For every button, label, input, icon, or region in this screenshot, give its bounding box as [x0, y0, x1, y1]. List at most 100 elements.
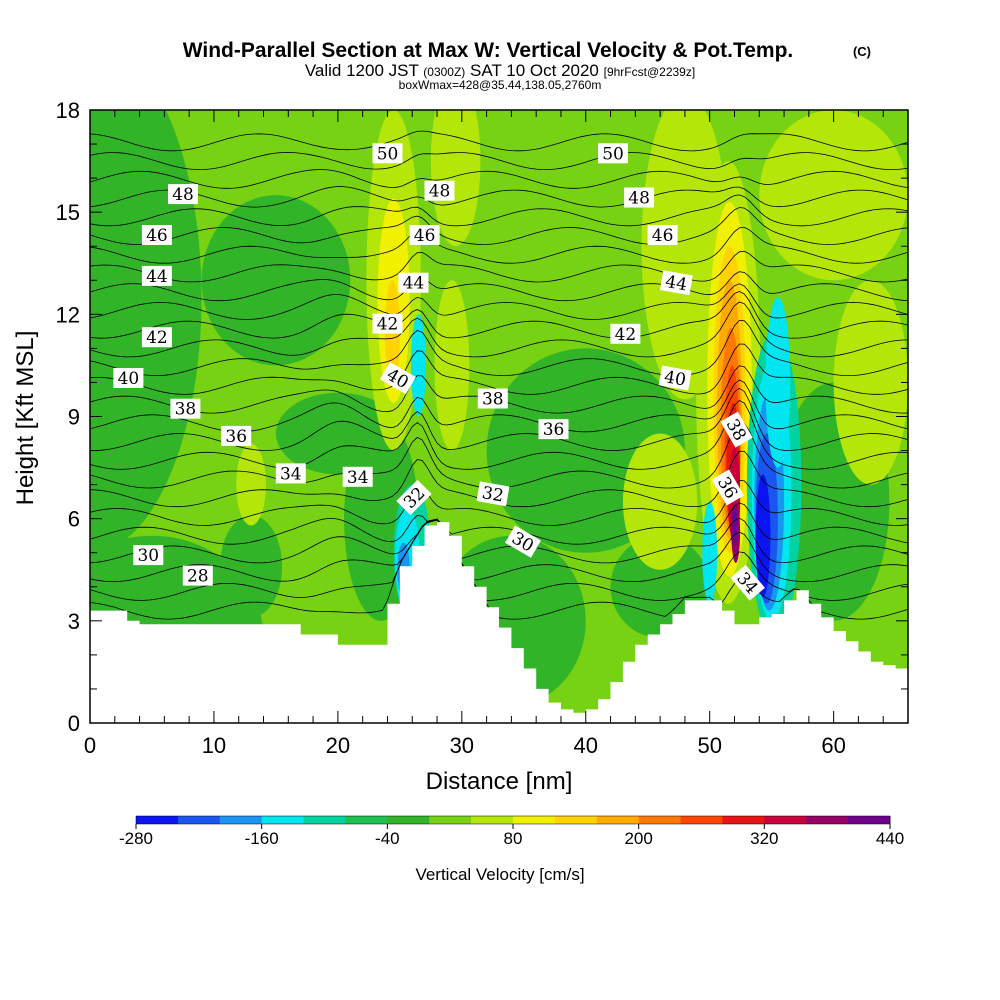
velocity-region — [755, 474, 771, 597]
contour-label-box — [372, 143, 403, 164]
colorbar-swatch — [303, 816, 346, 824]
velocity-region — [622, 433, 698, 570]
contour-label-text: 32 — [480, 483, 505, 506]
colorbar-tick-label: 320 — [750, 829, 778, 848]
contour-label-text: 38 — [482, 390, 504, 410]
copyright-mark: (C) — [853, 44, 871, 59]
contour-label: 44 — [659, 270, 693, 296]
contour-label-box — [398, 272, 429, 293]
theta-contour-line — [90, 502, 908, 545]
x-tick-label: 60 — [821, 733, 845, 758]
colorbar-swatch — [471, 816, 514, 824]
contour-label-box — [133, 545, 164, 566]
contour-label-box — [711, 469, 745, 506]
x-tick-label: 10 — [202, 733, 226, 758]
colorbar-swatch — [554, 816, 598, 824]
contour-label-text: 46 — [652, 226, 674, 246]
contour-label-text: 42 — [146, 328, 168, 348]
theta-contours — [90, 130, 908, 620]
contour-label-box — [610, 323, 641, 344]
velocity-region — [275, 392, 400, 475]
contour-label-box — [477, 388, 508, 409]
y-tick-labels: 0 3 6 9 12 15 18 — [56, 98, 80, 736]
y-axis-label: Height [Kft MSL] — [12, 331, 39, 506]
contour-label-text: 50 — [602, 144, 624, 164]
contour-label-box — [141, 225, 172, 245]
contour-label-box — [720, 411, 753, 448]
colorbar-swatch — [387, 816, 430, 824]
contour-label-text: 40 — [663, 367, 688, 390]
theta-contour-line — [90, 301, 908, 358]
colorbar-swatch — [429, 816, 472, 824]
colorbar-swatch — [136, 816, 179, 824]
contour-label-box — [113, 368, 144, 388]
terrain-mask — [90, 522, 908, 723]
x-tick-labels: 0 10 20 30 40 50 60 — [84, 733, 846, 758]
chart-title: Wind-Parallel Section at Max W: Vertical… — [183, 39, 794, 62]
y-tick-label: 6 — [68, 507, 80, 532]
velocity-region — [434, 280, 470, 451]
contour-label-box — [141, 327, 172, 348]
colorbar-swatch — [596, 816, 640, 824]
contour-label: 40 — [658, 365, 692, 391]
y-tick-label: 3 — [68, 609, 80, 634]
contour-label: 36 — [538, 419, 569, 440]
contour-label-box — [170, 398, 201, 419]
contour-label-box — [647, 225, 678, 245]
theta-contour-line — [90, 169, 908, 189]
contour-label-text: 46 — [146, 226, 168, 246]
subtitle-fcst: [9hrFcst@2239z] — [604, 65, 696, 79]
contour-label-text: 36 — [225, 427, 247, 447]
velocity-region — [759, 110, 908, 281]
contour-label: 48 — [624, 187, 655, 209]
contour-label: 34 — [342, 466, 373, 488]
contour-label: 44 — [398, 272, 429, 294]
contour-label: 34 — [275, 463, 306, 484]
contour-label-box — [379, 361, 416, 395]
contour-label: 48 — [168, 184, 198, 205]
x-tick-label: 20 — [326, 733, 350, 758]
colorbar-swatch — [764, 816, 807, 824]
colorbar-tick-label: 440 — [876, 829, 904, 848]
contour-label: 46 — [409, 225, 440, 246]
theta-contour-line — [90, 250, 908, 283]
contour-label: 50 — [372, 143, 403, 164]
colorbar-tick-label: 200 — [624, 829, 652, 848]
contour-label-box — [730, 564, 765, 601]
contour-label-box — [659, 270, 693, 296]
contour-label: 40 — [113, 368, 144, 389]
subtitle-valid: Valid 1200 JST — [305, 61, 419, 80]
contour-label-box — [538, 419, 569, 440]
velocity-region — [411, 314, 426, 417]
contour-label-box — [624, 187, 655, 208]
y-tick-label: 12 — [56, 302, 80, 327]
contour-label: 42 — [372, 313, 403, 335]
contour-label-text: 44 — [664, 272, 689, 295]
contour-label: 44 — [141, 265, 172, 287]
colorbar-swatch — [345, 816, 388, 824]
theta-contour-line — [90, 283, 908, 320]
contour-label: 32 — [396, 479, 432, 516]
contour-label-box — [658, 365, 692, 391]
contour-label: 38 — [477, 388, 508, 410]
colorbar-tick-label: -160 — [245, 829, 279, 848]
contour-label: 42 — [610, 323, 641, 345]
theta-contour-line — [90, 479, 908, 526]
contour-label-text: 48 — [429, 182, 451, 202]
theta-contour-line — [90, 226, 908, 264]
contour-label: 50 — [598, 143, 628, 164]
contour-label-box — [221, 425, 252, 446]
contour-label-text: 36 — [543, 420, 565, 440]
subtitle-date: SAT 10 Oct 2020 — [470, 61, 599, 80]
contour-label-text: 48 — [628, 189, 650, 209]
contour-label-text: 40 — [118, 369, 140, 389]
colorbar-swatch — [722, 816, 765, 824]
colorbar-swatch — [513, 816, 556, 824]
velocity-region — [220, 515, 283, 618]
axis-ticks — [89, 109, 909, 724]
contour-label-box — [168, 184, 198, 205]
contour-label-text: 30 — [137, 546, 159, 566]
